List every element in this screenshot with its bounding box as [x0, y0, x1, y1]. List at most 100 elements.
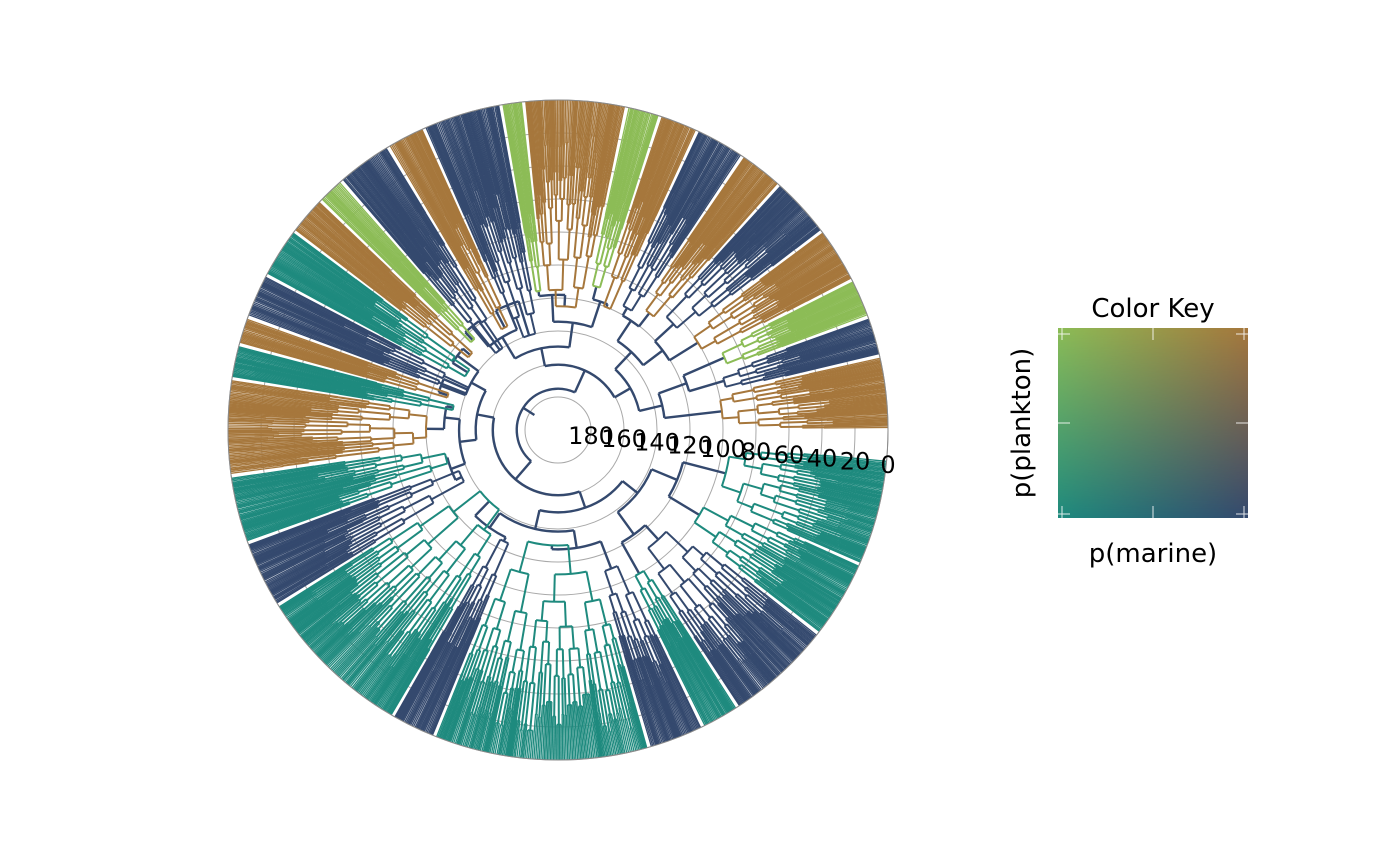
tip-branch: [346, 175, 408, 249]
tip-branch: [347, 640, 385, 686]
tip-branch: [533, 100, 542, 191]
tip-branch: [345, 645, 378, 684]
clade-branch: [417, 382, 449, 395]
clade-branch: [459, 524, 479, 546]
clade-branch: [592, 207, 600, 236]
clade-arc: [669, 644, 671, 647]
clade-branch: [744, 596, 762, 613]
clade-branch: [377, 607, 393, 623]
clade-branch: [780, 468, 798, 474]
clade-branch: [726, 635, 747, 661]
clade-branch: [344, 278, 378, 303]
clade-branch: [581, 196, 587, 226]
clade-branch: [331, 384, 367, 394]
clade-branch: [633, 264, 650, 292]
clade-branch: [322, 464, 346, 471]
tip-branch: [389, 674, 414, 715]
clade-branch: [679, 584, 698, 608]
tip-branch: [826, 416, 888, 420]
clade-branch: [610, 253, 621, 277]
clade-arc: [403, 599, 408, 604]
tip-branch: [717, 170, 763, 228]
clade-branch: [703, 622, 722, 645]
clade-branch: [422, 341, 453, 362]
clade-branch: [618, 681, 632, 729]
clade-branch: [795, 523, 821, 535]
clade-branch: [442, 198, 459, 229]
tip-branch: [577, 706, 583, 760]
tip-branch: [664, 652, 702, 728]
tip-branch: [313, 207, 398, 284]
tip-branch: [850, 488, 882, 497]
clade-branch: [582, 666, 587, 695]
backbone-branch: [654, 323, 675, 343]
clade-branch: [644, 656, 656, 681]
tip-branch: [825, 410, 888, 416]
clade-branch: [648, 634, 660, 656]
clade-branch: [396, 283, 420, 305]
tip-branch: [369, 652, 405, 702]
tip-branch: [829, 459, 887, 468]
clade-branch: [756, 366, 778, 375]
clade-branch: [604, 690, 611, 715]
clade-branch: [368, 385, 405, 396]
clade-branch: [819, 533, 841, 544]
clade-branch: [783, 417, 809, 421]
tip-branch: [265, 551, 326, 584]
clade-branch: [489, 681, 499, 714]
tip-branch: [249, 519, 323, 550]
clade-branch: [311, 563, 353, 592]
clade-branch: [722, 590, 747, 615]
clade-branch: [763, 270, 785, 287]
tip-branch: [562, 713, 566, 760]
clade-branch: [337, 319, 369, 336]
tip-branch: [826, 570, 851, 584]
clade-branch: [681, 636, 700, 665]
tip-branch: [787, 578, 835, 611]
tip-branch: [382, 149, 422, 212]
tip-branch: [342, 179, 402, 248]
clade-branch: [780, 582, 806, 600]
clade-arc: [414, 301, 417, 304]
clade-branch: [405, 539, 425, 556]
clade-branch: [473, 299, 488, 320]
clade-branch: [476, 182, 490, 218]
clade-branch: [781, 393, 810, 400]
tip-branch: [573, 100, 577, 141]
clade-branch: [747, 245, 765, 262]
tip-branch: [250, 520, 323, 551]
tip-branch: [455, 115, 479, 183]
tip-branch: [584, 694, 593, 759]
clade-branch: [382, 284, 405, 303]
clade-branch: [817, 495, 842, 504]
tip-branch: [273, 565, 329, 599]
tip-branch: [667, 137, 713, 222]
tip-branch: [431, 638, 473, 736]
clade-branch: [734, 595, 754, 614]
clade-branch: [355, 562, 381, 582]
tip-branch: [236, 355, 369, 387]
clade-branch: [774, 286, 799, 302]
tip-branch: [395, 142, 453, 243]
tip-branch: [805, 274, 850, 300]
clade-branch: [336, 600, 362, 623]
tip-branch: [613, 108, 635, 193]
clade-branch: [383, 280, 409, 303]
tip-branch: [299, 224, 389, 296]
clade-branch: [748, 266, 761, 277]
tip-branch: [805, 551, 855, 577]
clade-branch: [349, 276, 383, 303]
clade-branch: [768, 318, 783, 327]
clade-branch: [676, 311, 697, 329]
clade-branch: [780, 383, 802, 390]
color-key-ylabel: p(plankton): [1007, 348, 1037, 499]
tip-branch: [263, 543, 334, 580]
tip-branch: [826, 551, 859, 568]
tip-branch: [848, 495, 880, 505]
tip-branch: [831, 379, 885, 389]
clade-branch: [662, 594, 681, 622]
clade-branch: [709, 581, 725, 597]
clade-branch: [513, 257, 524, 289]
clade-arc: [628, 228, 632, 232]
clade-branch: [275, 477, 326, 490]
